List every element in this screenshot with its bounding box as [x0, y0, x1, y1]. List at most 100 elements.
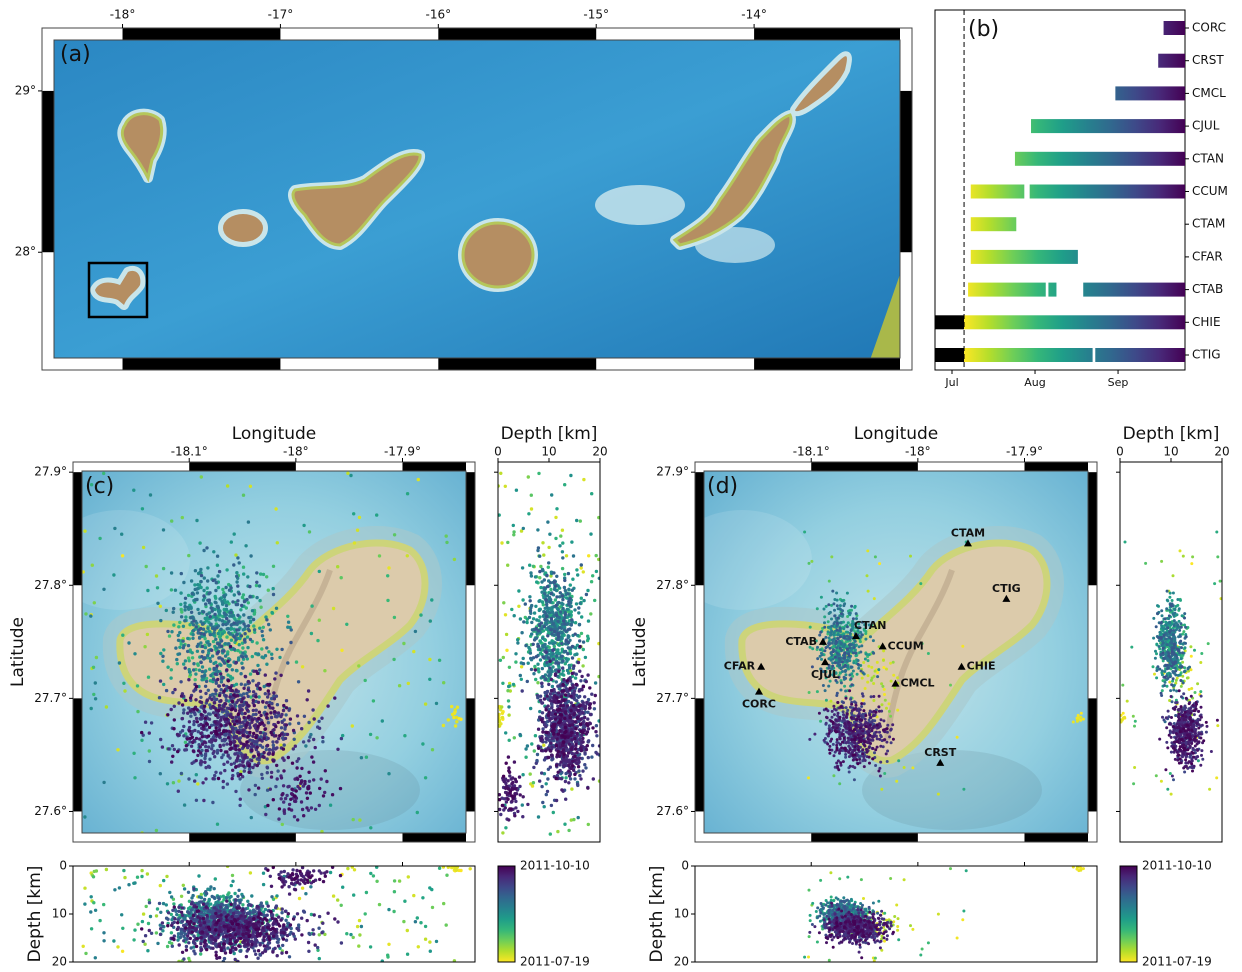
operation-bar — [1031, 119, 1185, 133]
event-dot — [593, 701, 596, 704]
event-dot — [506, 541, 509, 544]
event-dot — [200, 661, 203, 664]
event-dot — [196, 754, 199, 757]
event-dot — [295, 789, 298, 792]
event-dot — [255, 581, 258, 584]
event-dot — [280, 797, 283, 800]
event-dot — [561, 734, 564, 737]
event-dot — [250, 894, 253, 897]
event-dot — [256, 746, 259, 749]
event-dot — [146, 872, 149, 875]
event-dot — [393, 890, 396, 893]
event-dot — [552, 709, 555, 712]
event-dot — [578, 670, 581, 673]
event-dot — [506, 689, 509, 692]
event-dot — [247, 695, 250, 698]
station-name: CRST — [1192, 53, 1224, 67]
event-dot — [105, 705, 108, 708]
event-dot — [535, 580, 538, 583]
event-dot — [509, 791, 512, 794]
operation-bar — [971, 185, 1025, 199]
event-dot — [222, 763, 225, 766]
event-dot — [207, 734, 210, 737]
event-dot — [246, 709, 249, 712]
event-dot — [320, 777, 323, 780]
event-dot — [238, 725, 241, 728]
event-dot — [180, 615, 183, 618]
event-dot — [238, 592, 241, 595]
event-dot — [552, 652, 555, 655]
event-dot — [239, 798, 242, 801]
event-dot — [200, 713, 203, 716]
event-dot — [112, 939, 115, 942]
event-dot — [570, 618, 573, 621]
event-dot — [358, 933, 361, 936]
event-dot — [251, 609, 254, 612]
event-dot — [445, 874, 448, 877]
event-dot — [249, 554, 252, 557]
event-dot — [192, 749, 195, 752]
event-dot — [510, 608, 513, 611]
event-dot — [538, 648, 541, 651]
event-dot — [574, 621, 577, 624]
event-dot — [498, 808, 501, 811]
event-dot — [532, 643, 535, 646]
event-dot — [510, 794, 513, 797]
event-dot — [576, 732, 579, 735]
event-dot — [507, 755, 510, 758]
event-dot — [275, 648, 278, 651]
event-dot — [532, 617, 535, 620]
event-dot — [586, 673, 589, 676]
event-dot — [218, 704, 221, 707]
event-dot — [358, 818, 361, 821]
event-dot — [454, 724, 457, 727]
event-dot — [222, 895, 225, 898]
event-dot — [532, 766, 535, 769]
event-dot — [141, 507, 144, 510]
event-dot — [559, 760, 562, 763]
event-dot — [225, 604, 228, 607]
event-dot — [572, 818, 575, 821]
event-dot — [562, 699, 565, 702]
event-dot — [168, 891, 171, 894]
event-dot — [241, 895, 244, 898]
event-dot — [234, 716, 237, 719]
event-dot — [90, 895, 93, 898]
event-dot — [223, 612, 226, 615]
station-name: CHIE — [1192, 315, 1221, 329]
event-dot — [563, 753, 566, 756]
event-dot — [236, 632, 239, 635]
event-dot — [133, 881, 136, 884]
event-dot — [92, 693, 95, 696]
event-dot — [176, 750, 179, 753]
event-dot — [566, 679, 569, 682]
event-dot — [202, 549, 205, 552]
event-dot — [307, 950, 310, 953]
event-dot — [561, 603, 564, 606]
event-dot — [216, 678, 219, 681]
event-dot — [215, 616, 218, 619]
event-dot — [90, 927, 93, 930]
operation-bar — [1030, 185, 1185, 199]
event-dot — [544, 725, 547, 728]
event-dot — [508, 771, 511, 774]
event-dot — [329, 804, 332, 807]
event-dot — [553, 581, 556, 584]
event-dot — [270, 702, 273, 705]
event-dot — [258, 687, 261, 690]
event-dot — [182, 935, 185, 938]
event-dot — [156, 907, 159, 910]
event-dot — [290, 628, 293, 631]
event-dot — [552, 571, 555, 574]
event-dot — [247, 688, 250, 691]
event-dot — [240, 662, 243, 665]
event-dot — [560, 642, 563, 645]
event-dot — [166, 630, 169, 633]
event-dot — [102, 903, 105, 906]
event-dot — [262, 751, 265, 754]
event-dot — [581, 769, 584, 772]
map-frame-segment — [900, 91, 912, 252]
event-dot — [192, 619, 195, 622]
event-dot — [232, 563, 235, 566]
event-dot — [352, 512, 355, 515]
